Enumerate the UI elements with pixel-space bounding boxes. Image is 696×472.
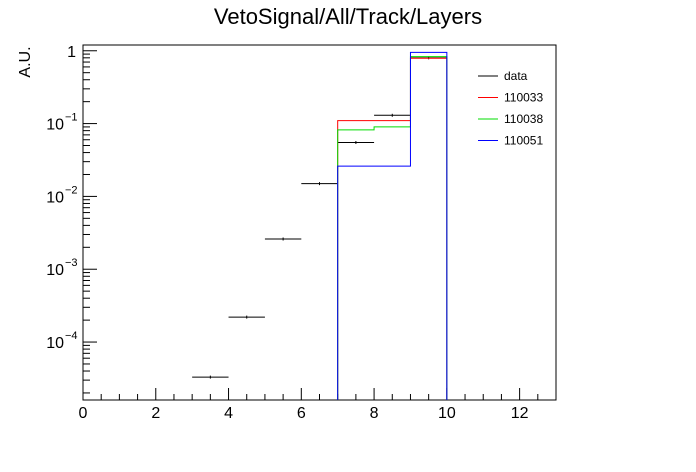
x-tick-label: 6: [297, 405, 306, 422]
y-tick-exponent: −4: [65, 330, 78, 342]
legend-entry: 110038: [504, 112, 543, 126]
plot-frame: [82, 44, 557, 401]
legend-entry: 110033: [504, 91, 543, 105]
series-110051-histogram: [337, 51, 448, 400]
y-tick-exponent: −2: [65, 184, 78, 196]
legend: data 110033 110038 110051: [478, 69, 543, 148]
series-layer: [192, 51, 448, 400]
x-tick-label: 12: [511, 405, 529, 422]
plot-border: [82, 44, 557, 401]
y-tick-base: 10: [46, 189, 64, 206]
y-tick-exponent: −1: [65, 112, 78, 124]
series-110033-histogram: [337, 57, 448, 400]
y-tick-base: 10: [46, 117, 64, 134]
y-axis-title: A.U.: [17, 46, 34, 77]
y-tick-base: 10: [46, 335, 64, 352]
series-110038-histogram: [337, 56, 448, 400]
legend-entry: 110051: [504, 134, 543, 148]
y-tick-exponent: −3: [65, 257, 78, 269]
x-tick-label: 8: [370, 405, 379, 422]
x-tick-label: 10: [438, 405, 456, 422]
x-tick-label: 4: [224, 405, 233, 422]
y-tick-base: 10: [46, 262, 64, 279]
y-tick-base: 1: [67, 44, 76, 61]
x-tick-label: 2: [151, 405, 160, 422]
chart-title: VetoSignal/All/Track/Layers: [214, 4, 482, 29]
x-tick-label: 0: [79, 405, 88, 422]
legend-entry: data: [504, 69, 528, 83]
